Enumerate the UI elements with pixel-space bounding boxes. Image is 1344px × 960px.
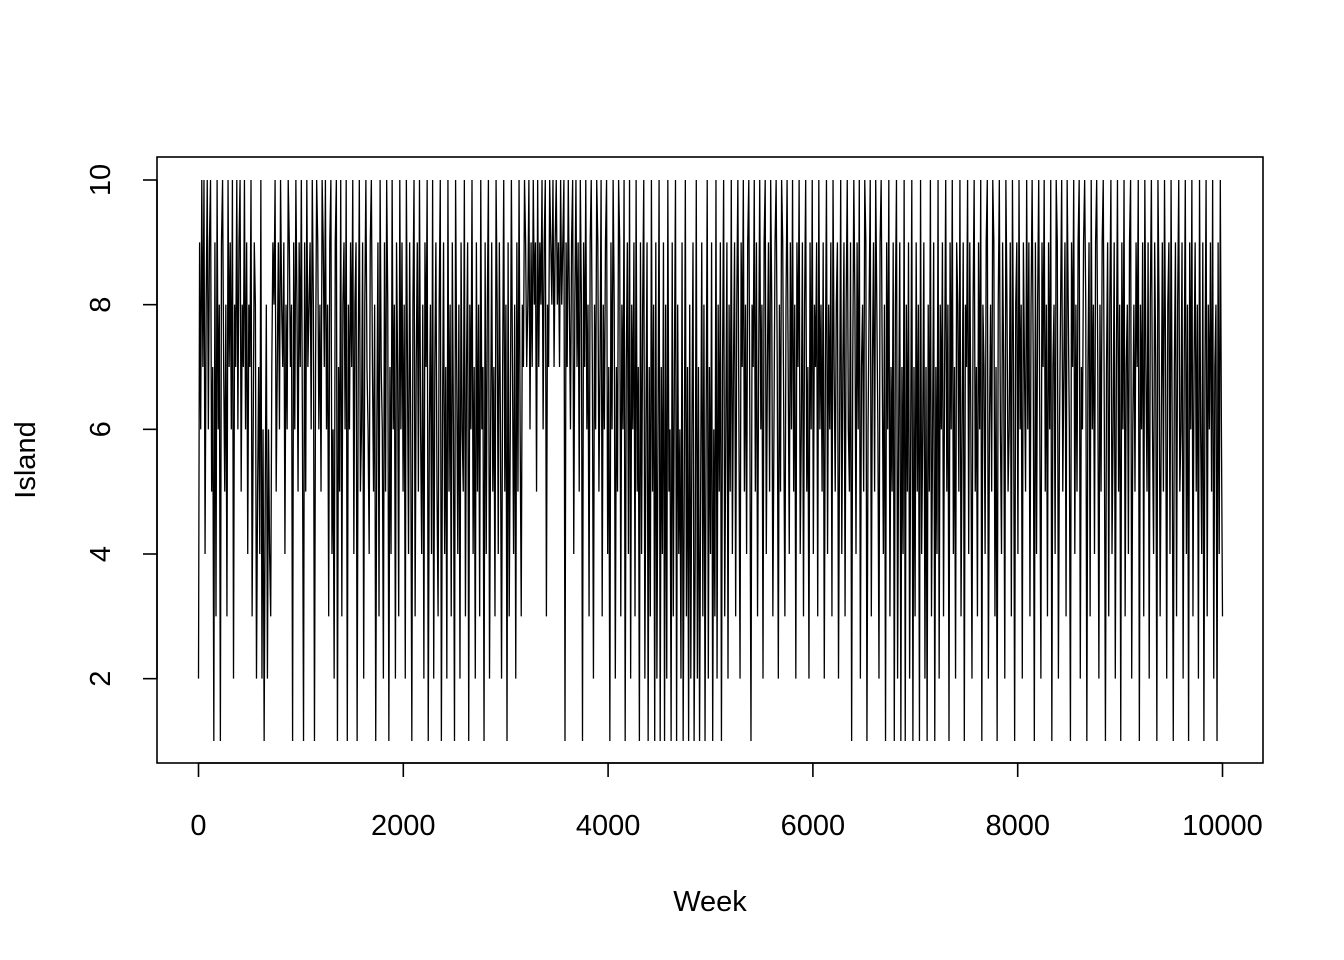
y-tick-label: 6 (85, 421, 117, 437)
y-tick-label: 4 (85, 546, 117, 562)
y-axis-title: Island (10, 421, 42, 498)
x-tick-label: 6000 (781, 810, 846, 842)
series-line-0 (197, 179, 1224, 742)
y-tick-label: 10 (85, 164, 117, 196)
x-tick-label: 10000 (1182, 810, 1263, 842)
y-tick-label: 8 (85, 297, 117, 313)
x-axis: 0 2000 4000 6000 8000 10000 (190, 762, 1263, 842)
x-axis-title: Week (673, 886, 747, 918)
x-tick-label: 2000 (371, 810, 436, 842)
y-axis: 2 4 6 8 10 (85, 164, 158, 687)
x-tick-label: 0 (190, 810, 206, 842)
y-tick-label: 2 (85, 671, 117, 687)
x-tick-label: 8000 (985, 810, 1050, 842)
x-tick-label: 4000 (576, 810, 641, 842)
series-layer (197, 179, 1224, 742)
